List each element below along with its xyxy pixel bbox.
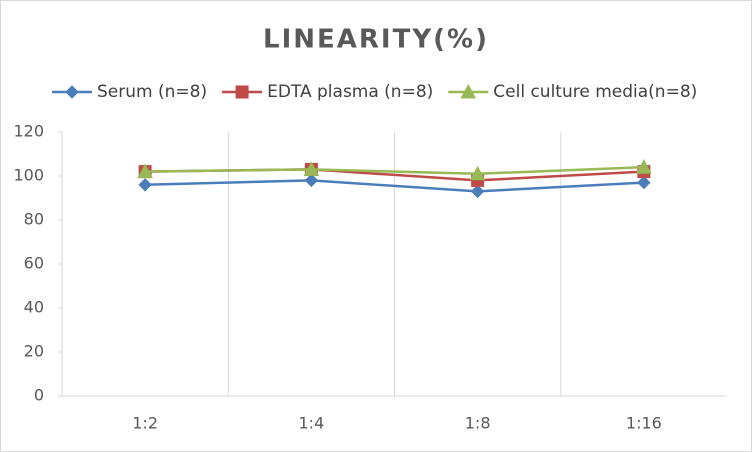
data-point (138, 178, 152, 192)
y-tick-label: 20 (24, 342, 44, 361)
legend-marker (460, 83, 477, 99)
data-point (137, 163, 153, 179)
y-tick-label: 120 (13, 122, 44, 141)
legend-marker (235, 85, 249, 99)
legend-marker (65, 85, 79, 99)
x-tick-label: 1:8 (465, 414, 491, 433)
y-tick-label: 60 (24, 254, 44, 273)
series-line (145, 179, 644, 193)
y-tick-label: 40 (24, 298, 44, 317)
x-tick-label: 1:16 (626, 414, 662, 433)
y-tick-label: 80 (24, 210, 44, 229)
data-point (469, 165, 486, 181)
data-point (304, 173, 319, 188)
y-tick-label: 100 (13, 166, 44, 185)
legend-label: Serum (n=8) (97, 82, 207, 102)
data-point (303, 161, 320, 176)
data-point (470, 184, 485, 199)
legend-label: Cell culture media(n=8) (493, 82, 697, 102)
data-point (636, 159, 652, 174)
legend-label: EDTA plasma (n=8) (267, 82, 433, 102)
x-tick-label: 1:2 (132, 414, 158, 433)
data-point (637, 175, 651, 190)
chart-title: LINEARITY(%) (263, 25, 489, 55)
y-tick-label: 0 (34, 386, 44, 405)
x-tick-label: 1:4 (299, 414, 325, 433)
series-line (145, 165, 644, 176)
